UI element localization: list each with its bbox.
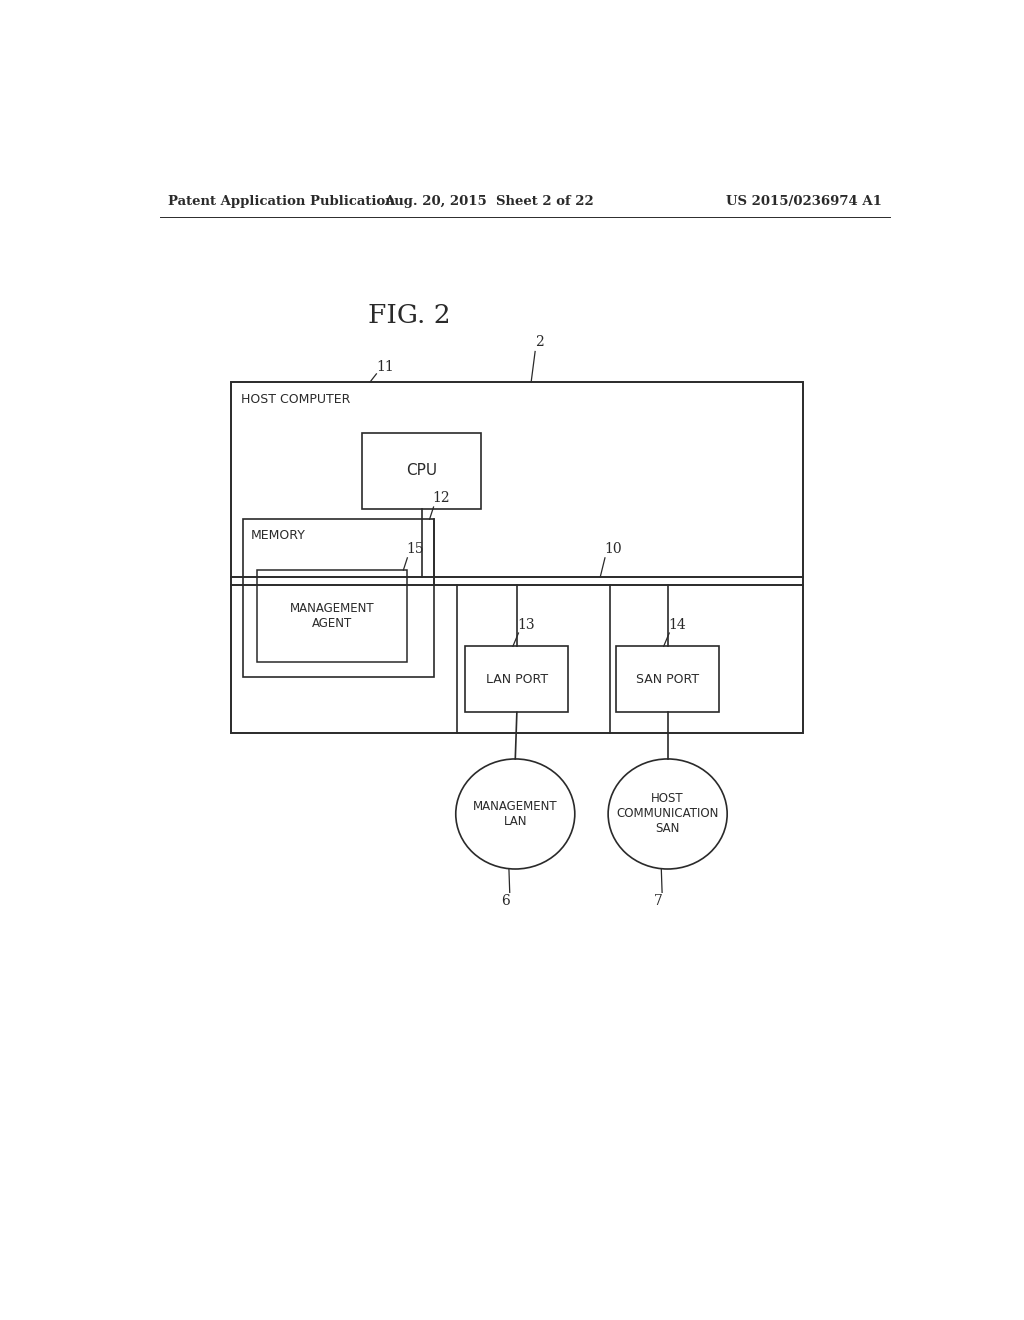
Text: FIG. 2: FIG. 2 — [369, 304, 451, 329]
Text: 7: 7 — [653, 895, 663, 908]
Text: HOST COMPUTER: HOST COMPUTER — [242, 393, 351, 407]
Text: 2: 2 — [536, 335, 544, 350]
Text: MANAGEMENT
AGENT: MANAGEMENT AGENT — [290, 602, 374, 630]
Text: 10: 10 — [604, 541, 622, 556]
Ellipse shape — [608, 759, 727, 869]
Ellipse shape — [456, 759, 574, 869]
Text: 15: 15 — [407, 541, 424, 556]
Text: MANAGEMENT
LAN: MANAGEMENT LAN — [473, 800, 558, 828]
Bar — [616, 647, 719, 713]
Bar — [243, 519, 433, 677]
Text: 6: 6 — [502, 895, 510, 908]
Text: 14: 14 — [669, 618, 686, 632]
Text: MEMORY: MEMORY — [251, 529, 306, 543]
Text: 13: 13 — [518, 618, 536, 632]
Text: LAN PORT: LAN PORT — [485, 673, 548, 686]
Text: 12: 12 — [433, 491, 451, 506]
Text: CPU: CPU — [407, 463, 437, 478]
Text: HOST
COMMUNICATION
SAN: HOST COMMUNICATION SAN — [616, 792, 719, 836]
Text: Aug. 20, 2015  Sheet 2 of 22: Aug. 20, 2015 Sheet 2 of 22 — [384, 194, 594, 207]
Bar — [362, 433, 481, 510]
Text: US 2015/0236974 A1: US 2015/0236974 A1 — [726, 194, 882, 207]
Text: 11: 11 — [377, 360, 394, 374]
Bar — [257, 570, 408, 661]
Text: Patent Application Publication: Patent Application Publication — [168, 194, 394, 207]
Bar — [231, 381, 803, 733]
Text: SAN PORT: SAN PORT — [636, 673, 699, 686]
Bar — [465, 647, 568, 713]
